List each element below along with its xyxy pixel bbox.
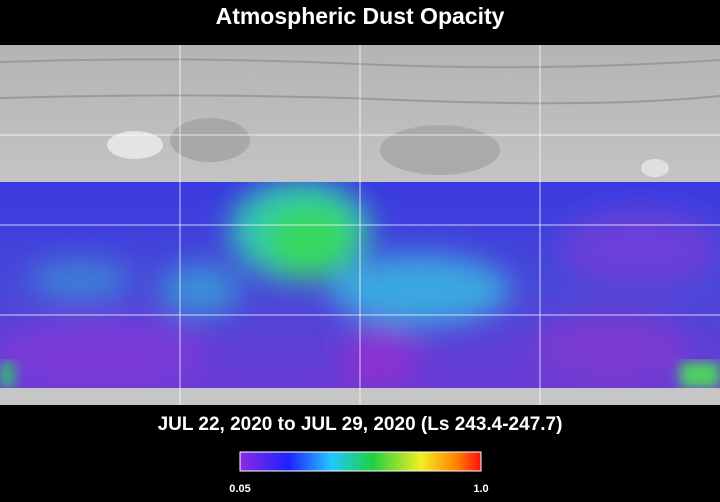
terrain-feature <box>380 125 500 175</box>
volcano <box>107 131 163 159</box>
dust-blob <box>0 320 210 388</box>
colorbar <box>239 451 482 472</box>
colorbar-max-label: 1.0 <box>473 483 488 495</box>
dust-spot <box>680 362 720 388</box>
dust-blob <box>530 315 690 385</box>
title: Atmospheric Dust Opacity <box>216 3 505 29</box>
dust-spot <box>0 362 14 388</box>
dust-blobs <box>0 182 720 388</box>
dust-blob <box>340 330 420 388</box>
dust-blob <box>30 260 130 300</box>
dust-spots <box>0 362 720 388</box>
dust-blob <box>560 210 720 290</box>
colorbar-min-label: 0.05 <box>229 483 250 495</box>
terrain-feature <box>170 118 250 162</box>
dust-blob <box>330 255 510 325</box>
dust-blob <box>160 265 240 315</box>
dust-blob <box>265 202 355 278</box>
subtitle: JUL 22, 2020 to JUL 29, 2020 (Ls 243.4-2… <box>158 414 563 435</box>
volcano <box>641 159 669 177</box>
graticule <box>0 45 720 405</box>
